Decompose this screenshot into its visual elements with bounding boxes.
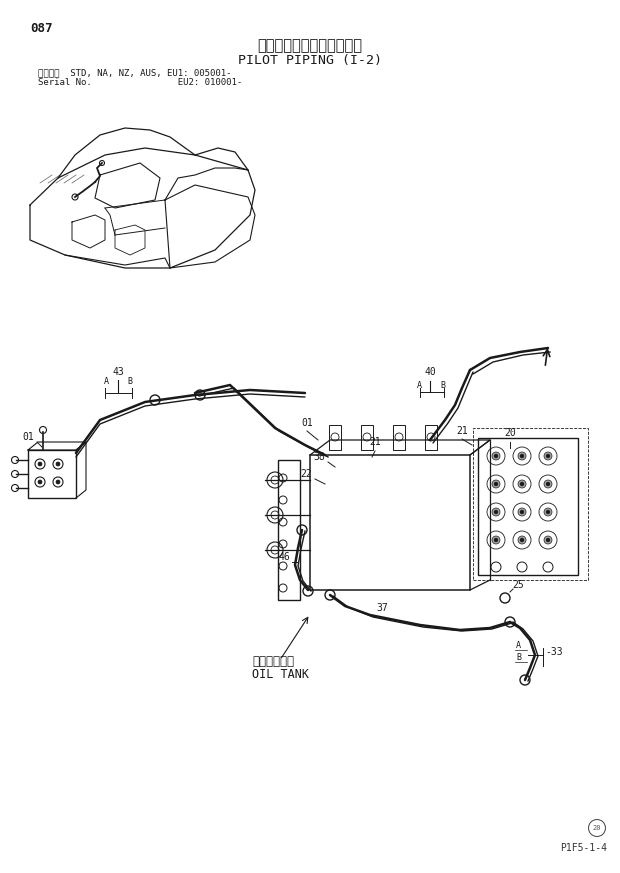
- Circle shape: [518, 508, 526, 516]
- Bar: [278, 460, 300, 600]
- Circle shape: [518, 480, 526, 488]
- Text: B: B: [516, 653, 521, 662]
- Text: 46: 46: [278, 552, 290, 562]
- Text: 20: 20: [504, 428, 516, 438]
- Text: -33: -33: [545, 647, 562, 657]
- Text: 01: 01: [22, 432, 33, 442]
- Circle shape: [546, 538, 550, 542]
- Circle shape: [544, 536, 552, 544]
- Text: 22: 22: [300, 469, 312, 479]
- Text: A: A: [516, 641, 521, 650]
- Circle shape: [544, 480, 552, 488]
- Text: 21: 21: [369, 437, 381, 447]
- Text: Serial No.                EU2: 010001-: Serial No. EU2: 010001-: [38, 78, 242, 87]
- Circle shape: [520, 454, 524, 458]
- Text: 適用号機  STD, NA, NZ, AUS, EU1: 005001-: 適用号機 STD, NA, NZ, AUS, EU1: 005001-: [38, 68, 231, 77]
- Bar: [361, 425, 373, 450]
- Text: OIL TANK: OIL TANK: [252, 668, 309, 681]
- Bar: [478, 438, 578, 575]
- Circle shape: [492, 508, 500, 516]
- Text: P1F5-1-4: P1F5-1-4: [560, 843, 607, 853]
- Text: オイルタンク: オイルタンク: [252, 655, 294, 668]
- Circle shape: [56, 462, 60, 466]
- Bar: [393, 425, 405, 450]
- Text: 25: 25: [512, 580, 524, 590]
- Circle shape: [38, 462, 42, 466]
- Bar: [28, 450, 76, 498]
- Text: 21: 21: [456, 426, 468, 436]
- Text: パイロット配管（１－２）: パイロット配管（１－２）: [257, 38, 363, 53]
- Text: B: B: [127, 377, 132, 386]
- Circle shape: [494, 454, 498, 458]
- Text: A: A: [104, 377, 109, 386]
- Text: 087: 087: [30, 22, 53, 35]
- Circle shape: [38, 480, 42, 484]
- Circle shape: [494, 482, 498, 486]
- Circle shape: [544, 452, 552, 460]
- Bar: [425, 425, 437, 450]
- Bar: [329, 425, 341, 450]
- Bar: [473, 428, 588, 580]
- Text: 40: 40: [424, 367, 436, 377]
- Text: A: A: [417, 381, 422, 390]
- Circle shape: [494, 510, 498, 514]
- Circle shape: [520, 538, 524, 542]
- Text: PILOT PIPING (I-2): PILOT PIPING (I-2): [238, 54, 382, 67]
- Text: 38: 38: [313, 452, 325, 462]
- Circle shape: [546, 510, 550, 514]
- Bar: [310, 455, 470, 590]
- Circle shape: [544, 508, 552, 516]
- Circle shape: [518, 536, 526, 544]
- Circle shape: [494, 538, 498, 542]
- Circle shape: [546, 454, 550, 458]
- Circle shape: [546, 482, 550, 486]
- Circle shape: [492, 536, 500, 544]
- Text: B: B: [440, 381, 445, 390]
- Text: 20: 20: [593, 825, 601, 831]
- Circle shape: [518, 452, 526, 460]
- Text: 37: 37: [376, 603, 388, 613]
- Circle shape: [56, 480, 60, 484]
- Text: 01: 01: [301, 418, 313, 428]
- Circle shape: [520, 510, 524, 514]
- Circle shape: [520, 482, 524, 486]
- Circle shape: [492, 480, 500, 488]
- Text: 43: 43: [112, 367, 124, 377]
- Circle shape: [492, 452, 500, 460]
